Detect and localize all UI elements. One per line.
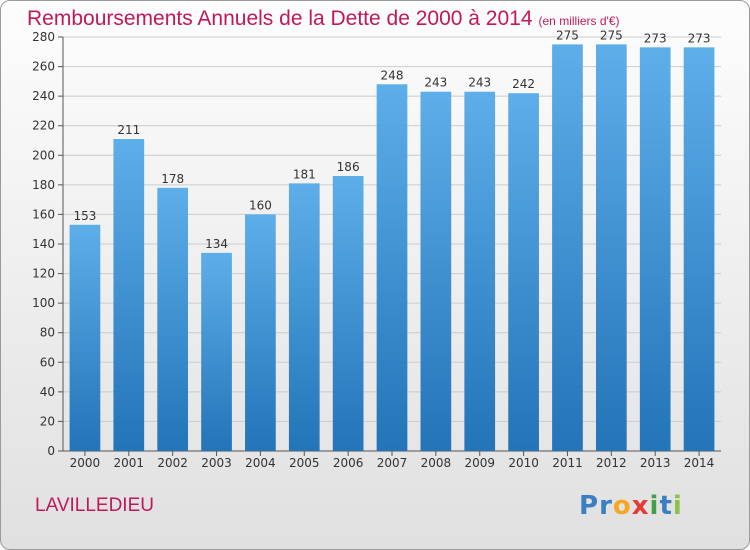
y-tick-label: 80 (40, 326, 55, 340)
y-tick-label: 280 (32, 30, 55, 44)
y-tick-label: 40 (40, 385, 55, 399)
bar (683, 47, 715, 451)
bar-value-label: 181 (293, 167, 316, 181)
bar-value-label: 211 (117, 123, 140, 137)
bar (376, 84, 408, 452)
x-tick-label: 2009 (464, 456, 495, 470)
x-tick-label: 2000 (70, 456, 101, 470)
y-tick-label: 60 (40, 355, 55, 369)
x-tick-label: 2002 (157, 456, 188, 470)
chart-title-text: Remboursements Annuels de la Dette de 20… (27, 7, 533, 30)
y-tick-label: 240 (32, 89, 55, 103)
logo-letter: i (672, 491, 683, 521)
y-tick-label: 0 (47, 444, 55, 458)
bar (420, 91, 452, 451)
x-tick-label: 2001 (114, 456, 145, 470)
x-tick-label: 2005 (289, 456, 320, 470)
bar-value-label: 273 (688, 31, 711, 45)
bar (157, 187, 189, 452)
bar (595, 44, 627, 452)
y-tick-label: 140 (32, 237, 55, 251)
logo-letter: r (599, 491, 613, 521)
y-tick-label: 160 (32, 207, 55, 221)
bar-value-label: 243 (424, 76, 447, 90)
y-tick-label: 20 (40, 414, 55, 428)
x-tick-label: 2006 (333, 456, 364, 470)
x-tick-label: 2011 (552, 456, 583, 470)
bar-value-label: 242 (512, 77, 535, 91)
bar (508, 93, 539, 451)
bar (113, 139, 145, 451)
bar (201, 252, 232, 451)
labels: 0 20 40 60 80 100 120 140 160 180 200 220 240 260 280 1… (32, 28, 714, 470)
x-tick-label: 2010 (508, 456, 539, 470)
chart-title: Remboursements Annuels de la Dette de 20… (27, 7, 620, 31)
bar-value-label: 134 (205, 237, 228, 251)
y-tick-label: 100 (32, 296, 55, 310)
bar (464, 91, 496, 451)
proxiti-logo[interactable]: Proxiti (579, 491, 683, 521)
y-tick-label: 120 (32, 267, 55, 281)
x-tick-label: 2012 (596, 456, 627, 470)
bars (69, 44, 715, 452)
y-tick-label: 180 (32, 178, 55, 192)
bar-value-label: 248 (381, 68, 404, 82)
commune-name: LAVILLEDIEU (35, 495, 154, 516)
logo-letter: i (649, 491, 660, 521)
x-tick-label: 2014 (684, 456, 715, 470)
logo-letter: P (579, 491, 600, 521)
bar (69, 224, 101, 451)
bar-value-label: 275 (600, 28, 623, 42)
bar-value-label: 160 (249, 198, 272, 212)
y-tick-label: 200 (32, 148, 55, 162)
bar (552, 44, 583, 452)
bar-value-label: 273 (644, 31, 667, 45)
bar-value-label: 153 (73, 209, 96, 223)
bar (332, 175, 364, 451)
x-tick-label: 2004 (245, 456, 276, 470)
x-tick-label: 2013 (640, 456, 671, 470)
y-tick-label: 260 (32, 60, 55, 74)
chart-subtitle: (en milliers d'€) (538, 14, 620, 28)
bar (639, 47, 671, 451)
y-tick-label: 220 (32, 119, 55, 133)
bar-value-label: 186 (337, 160, 360, 174)
bar-value-label: 275 (556, 28, 579, 42)
bar-value-label: 178 (161, 172, 184, 186)
bar (288, 183, 320, 451)
x-tick-label: 2008 (421, 456, 452, 470)
bar (245, 214, 276, 451)
logo-letter: o (612, 491, 632, 521)
logo-letter: x (631, 491, 650, 521)
x-tick-label: 2007 (377, 456, 408, 470)
bar-value-label: 243 (468, 76, 491, 90)
logo-letter: t (659, 491, 673, 521)
x-tick-label: 2003 (201, 456, 232, 470)
